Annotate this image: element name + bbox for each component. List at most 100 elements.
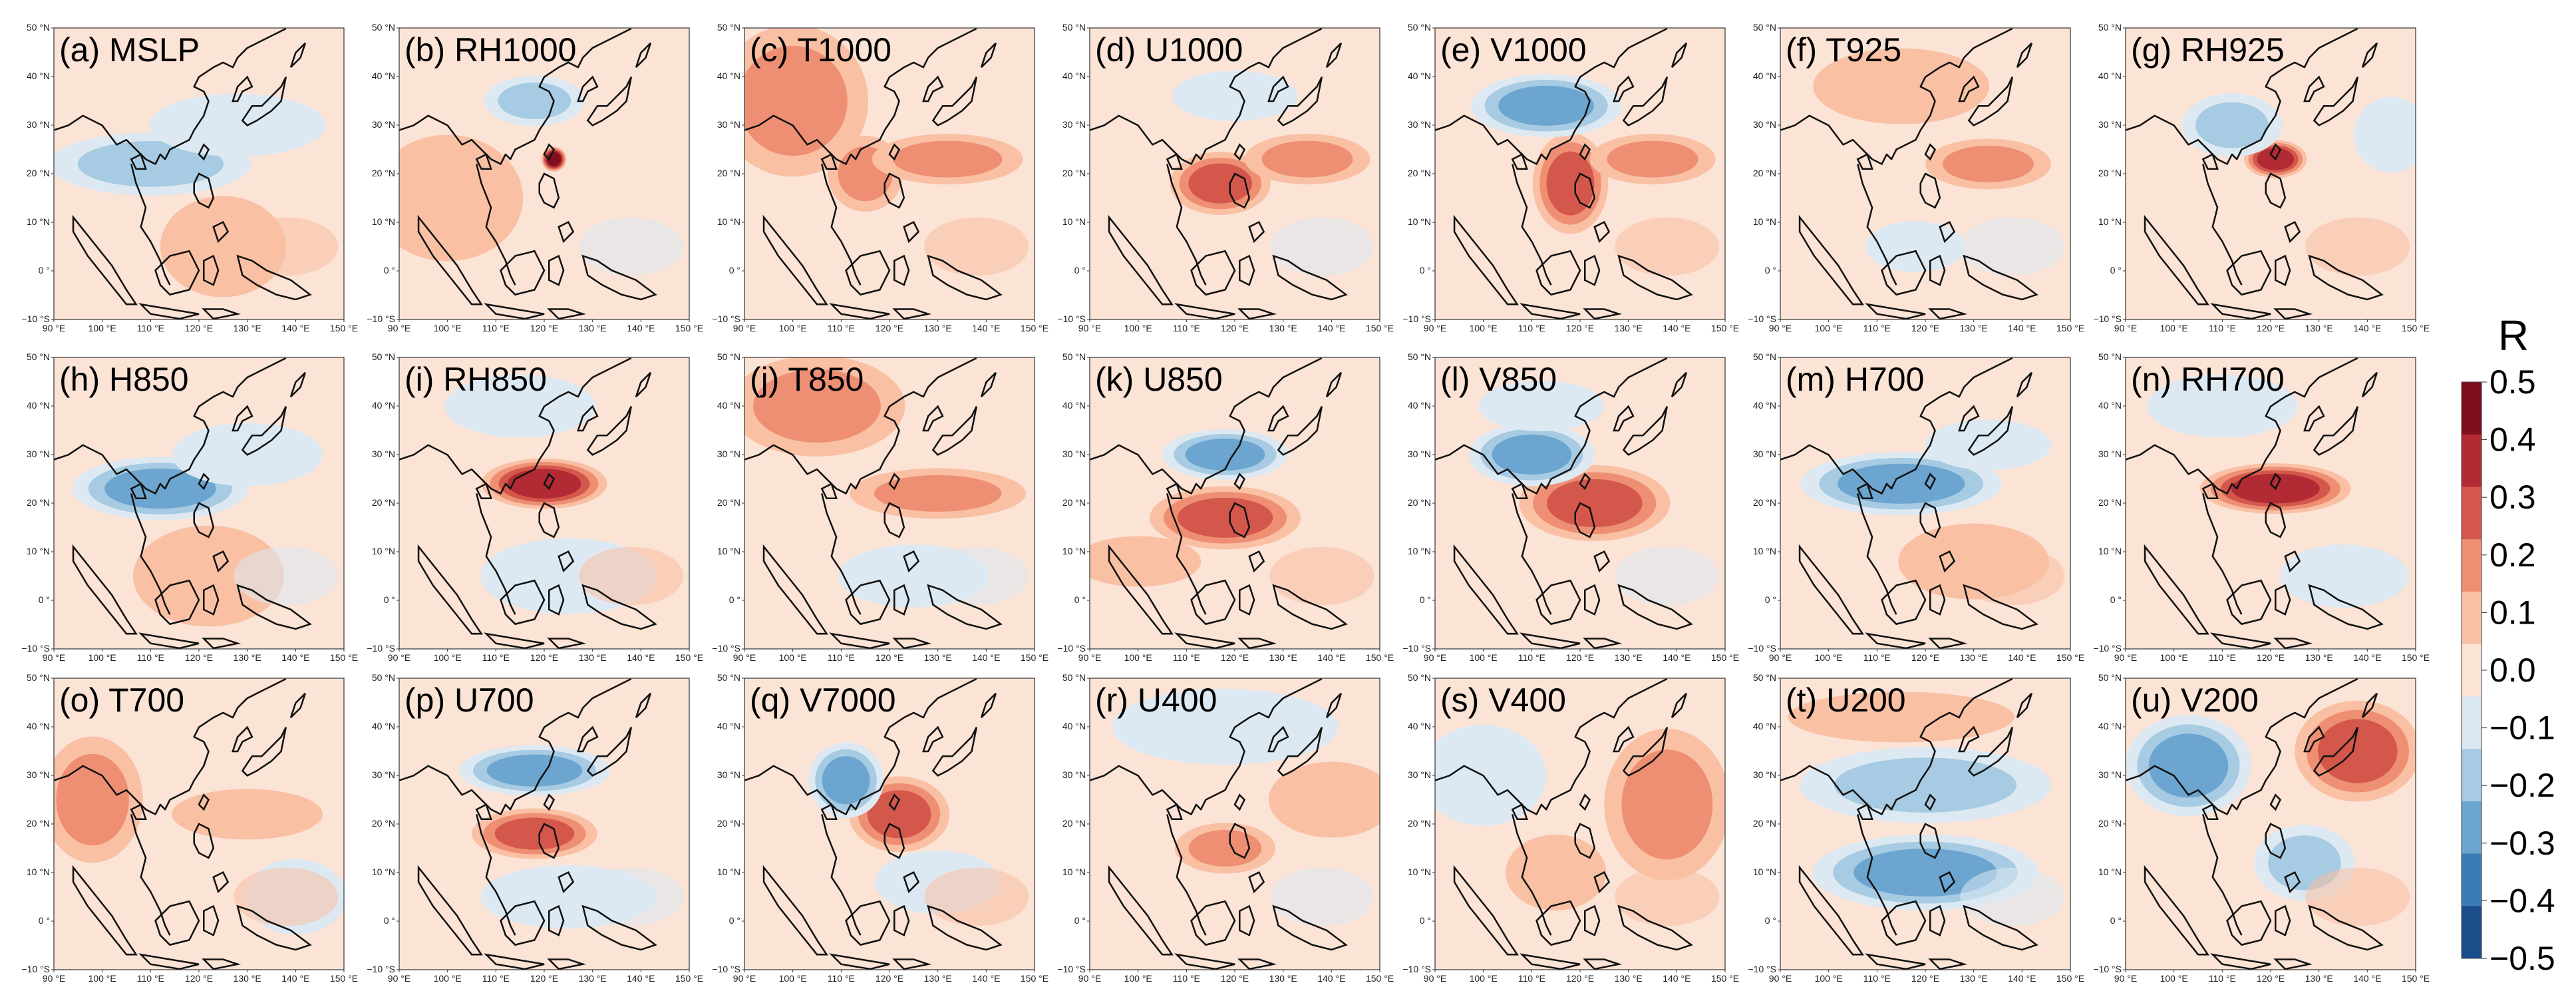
- map-panel: 50 °N 40 °N 30 °N 20 °N 10 °N 0 ° −10 °S90 °E 1…: [1748, 672, 2084, 984]
- lon-tick-label: 150 °E: [2402, 652, 2430, 663]
- lon-tick-label: 120 °E: [1911, 652, 1939, 663]
- lat-tick-label: 50 °N: [2098, 22, 2122, 33]
- map-panel: 50 °N 40 °N 30 °N 20 °N 10 °N 0 ° −10 °S90 °E 1…: [21, 22, 358, 333]
- contour-band: [1853, 848, 1997, 897]
- lon-tick-label: 130 °E: [924, 323, 952, 333]
- lon-tick-label: 110 °E: [1173, 323, 1200, 333]
- lat-tick-label: 0 °: [729, 594, 740, 605]
- panel-title: (u) V200: [2131, 682, 2259, 719]
- lon-tick-label: 90 °E: [1078, 973, 1101, 984]
- lat-tick-label: −10 °S: [1402, 964, 1431, 974]
- lon-tick-label: 100 °E: [1124, 323, 1152, 333]
- contour-band: [1960, 546, 2065, 606]
- lon-tick-label: 140 °E: [627, 652, 655, 663]
- map-panel: 50 °N 40 °N 30 °N 20 °N 10 °N 0 ° −10 °S90 °E 1…: [1057, 351, 1394, 663]
- lon-tick-label: 90 °E: [1769, 652, 1792, 663]
- lat-tick-label: 30 °N: [717, 119, 740, 130]
- lat-tick-label: 50 °N: [1062, 672, 1086, 683]
- lon-tick-label: 150 °E: [675, 323, 703, 333]
- lon-tick-label: 110 °E: [828, 973, 855, 984]
- lat-tick-label: 20 °N: [1408, 168, 1431, 178]
- lat-tick-label: 20 °N: [372, 168, 395, 178]
- lon-tick-label: 150 °E: [2402, 973, 2430, 984]
- lon-tick-label: 110 °E: [828, 323, 855, 333]
- lon-tick-label: 130 °E: [234, 652, 261, 663]
- lon-tick-label: 90 °E: [2114, 652, 2137, 663]
- contour-band: [924, 217, 1029, 276]
- contour-band: [1942, 145, 2034, 182]
- lat-tick-label: 0 °: [1420, 265, 1431, 276]
- lat-tick-label: 40 °N: [372, 400, 395, 411]
- lat-tick-label: 40 °N: [2098, 71, 2122, 81]
- lat-tick-label: 0 °: [1765, 594, 1776, 605]
- lat-tick-label: 10 °N: [2098, 867, 2122, 877]
- lon-tick-label: 90 °E: [733, 973, 756, 984]
- lon-tick-label: 150 °E: [330, 973, 358, 984]
- lon-tick-label: 90 °E: [1424, 652, 1446, 663]
- lon-tick-label: 110 °E: [482, 323, 510, 333]
- lon-tick-label: 150 °E: [2056, 973, 2084, 984]
- correlation-field: [1435, 678, 1725, 970]
- lat-tick-label: 50 °N: [27, 672, 50, 683]
- lat-tick-label: 0 °: [39, 265, 50, 276]
- lat-tick-label: 10 °N: [1753, 216, 1776, 227]
- lon-tick-label: 130 °E: [1615, 973, 1643, 984]
- contour-band: [924, 546, 1029, 606]
- lat-tick-label: −10 °S: [367, 643, 395, 654]
- colorbar-swatch: [2462, 801, 2482, 855]
- lon-tick-label: 110 °E: [1863, 323, 1891, 333]
- lon-tick-label: 90 °E: [43, 323, 65, 333]
- lon-tick-label: 150 °E: [2402, 323, 2430, 333]
- lon-tick-label: 150 °E: [675, 652, 703, 663]
- contour-band: [399, 134, 523, 262]
- lon-tick-label: 120 °E: [185, 323, 213, 333]
- lon-tick-label: 110 °E: [1863, 973, 1891, 984]
- correlation-field: [54, 678, 344, 970]
- lat-tick-label: 20 °N: [2098, 168, 2122, 178]
- contour-band: [486, 754, 583, 787]
- lon-tick-label: 90 °E: [1078, 652, 1101, 663]
- lon-tick-label: 150 °E: [1021, 652, 1048, 663]
- panel-title: (g) RH925: [2131, 31, 2285, 69]
- lat-tick-label: 10 °N: [1408, 546, 1431, 556]
- lon-tick-label: 120 °E: [1221, 323, 1249, 333]
- colorbar-tick-label: 0.4: [2490, 421, 2536, 459]
- correlation-field: [744, 357, 1035, 649]
- lat-tick-label: 50 °N: [1753, 351, 1776, 362]
- lat-tick-label: 0 °: [1074, 594, 1086, 605]
- lon-tick-label: 90 °E: [388, 323, 410, 333]
- panel-title: (k) U850: [1095, 361, 1223, 398]
- lon-tick-label: 120 °E: [185, 652, 213, 663]
- contour-band: [579, 867, 684, 926]
- lat-tick-label: 40 °N: [717, 71, 740, 81]
- lon-tick-label: 100 °E: [434, 323, 462, 333]
- lon-tick-label: 150 °E: [1366, 652, 1394, 663]
- lon-tick-label: 90 °E: [733, 652, 756, 663]
- contour-band: [1813, 48, 1989, 124]
- lon-tick-label: 140 °E: [972, 973, 1000, 984]
- panel-title: (c) T1000: [750, 31, 891, 69]
- lat-tick-label: −10 °S: [2093, 964, 2122, 974]
- lat-tick-label: 10 °N: [1062, 216, 1086, 227]
- lat-tick-label: 20 °N: [1062, 818, 1086, 829]
- contour-band: [1269, 867, 1374, 926]
- lon-tick-label: 110 °E: [482, 652, 510, 663]
- lon-tick-label: 150 °E: [2056, 323, 2084, 333]
- contour-band: [2354, 97, 2416, 173]
- lon-tick-label: 120 °E: [2257, 652, 2285, 663]
- contour-band: [2146, 374, 2298, 438]
- lat-tick-label: 20 °N: [27, 497, 50, 508]
- lon-tick-label: 120 °E: [530, 652, 558, 663]
- contour-band: [2305, 546, 2410, 606]
- lat-tick-label: 10 °N: [1062, 546, 1086, 556]
- lon-tick-label: 90 °E: [733, 323, 756, 333]
- contour-band: [1188, 829, 1262, 867]
- lon-tick-label: 100 °E: [1124, 973, 1152, 984]
- lat-tick-label: 20 °N: [2098, 818, 2122, 829]
- lat-tick-label: 50 °N: [2098, 672, 2122, 683]
- lat-tick-label: 30 °N: [1408, 119, 1431, 130]
- lat-tick-label: 40 °N: [2098, 721, 2122, 731]
- lat-tick-label: 50 °N: [1753, 672, 1776, 683]
- colorbar-swatch: [2462, 591, 2482, 645]
- lat-tick-label: 40 °N: [1062, 400, 1086, 411]
